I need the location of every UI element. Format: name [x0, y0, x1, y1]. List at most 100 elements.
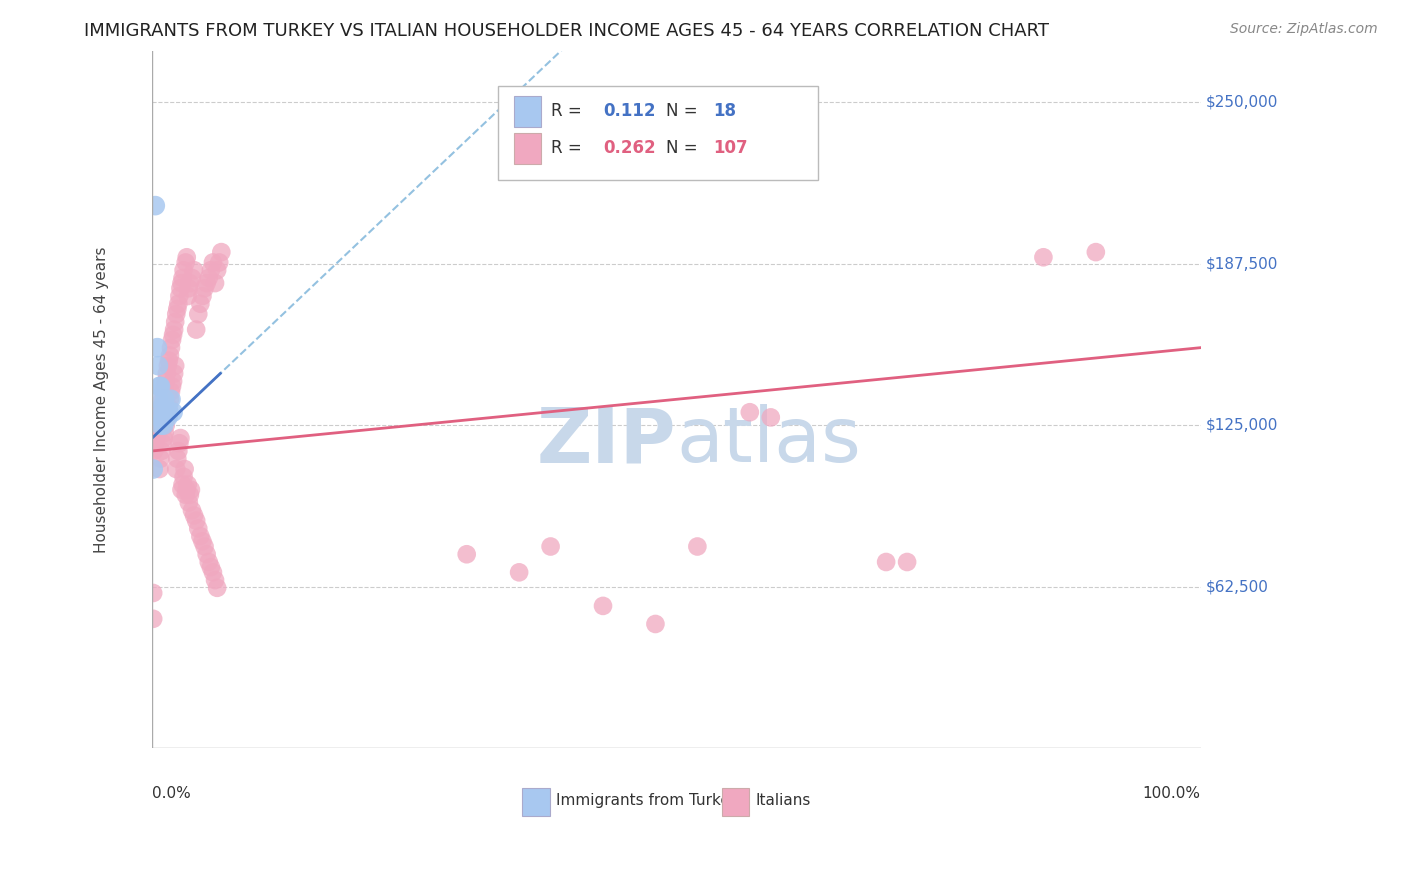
Point: [205, 581, 228, 595]
Point: [143, 199, 166, 213]
Point: [191, 534, 214, 549]
Point: [165, 359, 187, 373]
Text: Source: ZipAtlas.com: Source: ZipAtlas.com: [1230, 22, 1378, 37]
Point: [148, 410, 170, 425]
Point: [156, 367, 179, 381]
Point: [204, 276, 226, 290]
Point: [186, 514, 208, 528]
Point: [190, 297, 212, 311]
Point: [156, 405, 179, 419]
Point: [166, 301, 188, 316]
Point: [170, 483, 193, 497]
Point: [174, 255, 197, 269]
Point: [148, 379, 170, 393]
Point: [152, 436, 174, 450]
Point: [152, 392, 174, 407]
Point: [157, 405, 180, 419]
Point: [142, 462, 165, 476]
Point: [644, 617, 666, 632]
Point: [163, 322, 186, 336]
Point: [142, 586, 165, 600]
Point: [152, 418, 174, 433]
Point: [149, 379, 172, 393]
Point: [169, 289, 191, 303]
Point: [759, 410, 782, 425]
Point: [193, 540, 215, 554]
Text: 0.262: 0.262: [603, 139, 655, 157]
Point: [208, 255, 231, 269]
Point: [204, 573, 226, 587]
Point: [155, 374, 177, 388]
Text: ZIP: ZIP: [537, 404, 676, 478]
Text: $62,500: $62,500: [1206, 579, 1268, 594]
Point: [160, 384, 183, 399]
Text: N =: N =: [666, 139, 697, 157]
Text: 0.112: 0.112: [603, 103, 655, 120]
Text: $125,000: $125,000: [1206, 417, 1278, 433]
Point: [149, 418, 172, 433]
Point: [165, 307, 187, 321]
Point: [160, 379, 183, 393]
Point: [160, 341, 183, 355]
Point: [169, 281, 191, 295]
Point: [201, 255, 224, 269]
Text: IMMIGRANTS FROM TURKEY VS ITALIAN HOUSEHOLDER INCOME AGES 45 - 64 YEARS CORRELAT: IMMIGRANTS FROM TURKEY VS ITALIAN HOUSEH…: [84, 22, 1049, 40]
Point: [181, 271, 204, 285]
Point: [174, 488, 197, 502]
Point: [201, 566, 224, 580]
Point: [200, 263, 222, 277]
Point: [209, 245, 232, 260]
Point: [162, 327, 184, 342]
Point: [152, 431, 174, 445]
Point: [195, 547, 218, 561]
Point: [149, 405, 172, 419]
Point: [166, 451, 188, 466]
FancyBboxPatch shape: [513, 96, 541, 127]
Point: [163, 367, 186, 381]
Point: [686, 540, 709, 554]
Point: [738, 405, 761, 419]
Point: [177, 495, 200, 509]
Point: [176, 250, 198, 264]
Point: [200, 560, 222, 574]
Point: [159, 392, 181, 407]
Text: 18: 18: [713, 103, 737, 120]
Point: [153, 425, 176, 440]
Text: N =: N =: [666, 103, 697, 120]
Point: [170, 276, 193, 290]
Point: [173, 462, 195, 476]
Point: [193, 281, 215, 295]
FancyBboxPatch shape: [498, 86, 818, 179]
Point: [148, 410, 170, 425]
Point: [173, 263, 195, 277]
Point: [160, 392, 183, 407]
Point: [1084, 245, 1107, 260]
Point: [149, 451, 172, 466]
Text: Householder Income Ages 45 - 64 years: Householder Income Ages 45 - 64 years: [94, 246, 110, 552]
Point: [148, 418, 170, 433]
Point: [183, 508, 205, 523]
Point: [155, 405, 177, 419]
Point: [172, 477, 194, 491]
Point: [150, 400, 173, 414]
FancyBboxPatch shape: [513, 133, 541, 163]
Point: [148, 392, 170, 407]
Text: Italians: Italians: [755, 793, 810, 808]
Point: [195, 276, 218, 290]
Point: [156, 359, 179, 373]
Point: [150, 444, 173, 458]
Point: [169, 436, 191, 450]
Point: [153, 379, 176, 393]
Point: [875, 555, 897, 569]
Point: [153, 392, 176, 407]
Point: [167, 297, 190, 311]
Point: [177, 477, 200, 491]
Point: [152, 384, 174, 399]
Point: [160, 333, 183, 347]
Point: [592, 599, 614, 613]
Point: [197, 555, 219, 569]
Point: [173, 470, 195, 484]
Point: [187, 307, 209, 321]
Point: [181, 503, 204, 517]
Text: $250,000: $250,000: [1206, 95, 1278, 110]
